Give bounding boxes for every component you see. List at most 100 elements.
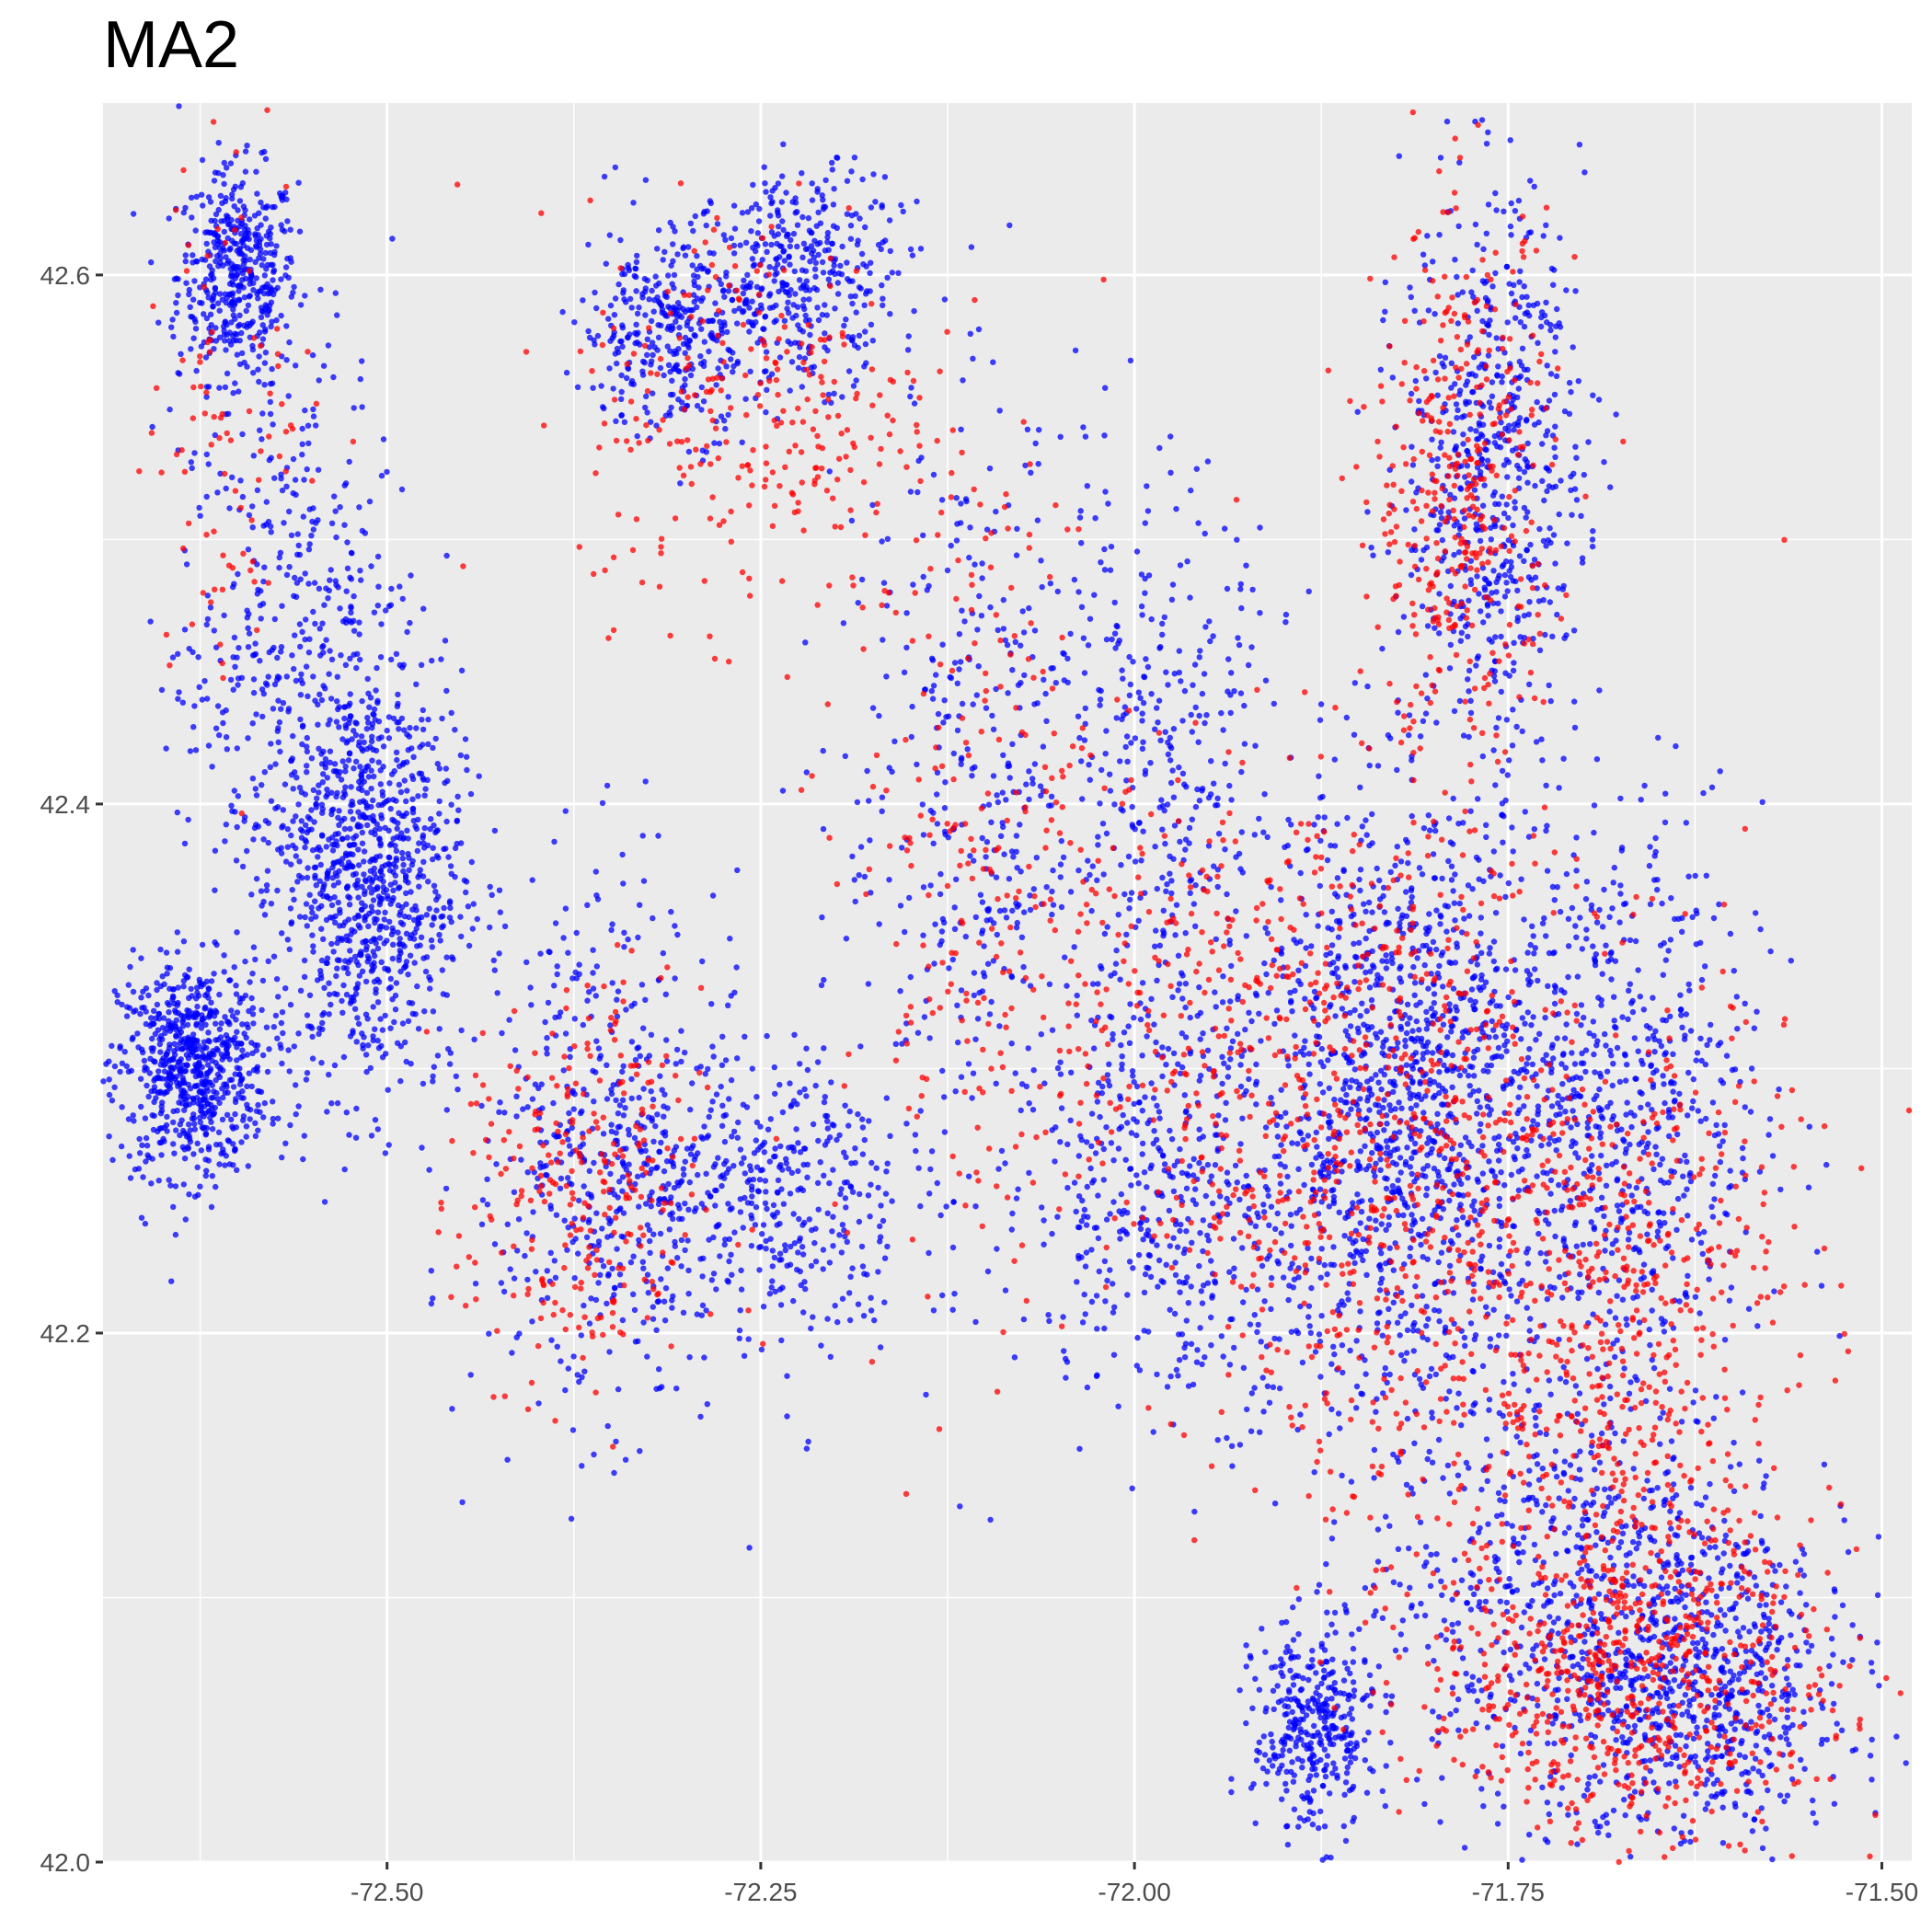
- data-point: [287, 226, 293, 233]
- data-point: [249, 342, 256, 350]
- data-point: [276, 554, 282, 561]
- data-point: [164, 1088, 170, 1096]
- data-point: [730, 202, 738, 209]
- data-point: [374, 553, 382, 560]
- data-point: [288, 861, 294, 868]
- data-point: [174, 949, 181, 955]
- data-point: [615, 1386, 622, 1393]
- data-point: [927, 1166, 934, 1173]
- data-point: [324, 873, 330, 880]
- data-point: [177, 1082, 183, 1088]
- data-point: [222, 318, 229, 325]
- data-point: [369, 733, 375, 740]
- data-point: [258, 305, 265, 311]
- data-point: [167, 1182, 174, 1189]
- data-point: [780, 248, 787, 255]
- data-point: [351, 1006, 359, 1012]
- data-point: [304, 1070, 311, 1076]
- data-point: [199, 300, 205, 306]
- data-point: [970, 701, 976, 707]
- data-point: [226, 221, 233, 227]
- data-point: [338, 652, 344, 659]
- data-point: [566, 1143, 573, 1149]
- data-point: [189, 214, 195, 221]
- data-point: [235, 323, 242, 329]
- data-point: [155, 1089, 161, 1096]
- data-point: [570, 1106, 577, 1112]
- data-point: [326, 671, 332, 677]
- data-point: [822, 302, 828, 308]
- data-point: [432, 829, 439, 836]
- data-point: [296, 914, 304, 920]
- data-point: [630, 200, 637, 206]
- data-point: [356, 972, 362, 979]
- data-point: [544, 1034, 550, 1041]
- data-point: [358, 906, 365, 914]
- data-point: [734, 358, 742, 365]
- data-point: [410, 916, 418, 924]
- data-point: [293, 362, 299, 369]
- data-point: [661, 1298, 668, 1305]
- data-point: [867, 837, 873, 844]
- data-point: [259, 713, 266, 720]
- data-point: [618, 338, 625, 345]
- data-point: [260, 690, 267, 697]
- data-point: [1074, 992, 1080, 999]
- data-point: [160, 1015, 167, 1021]
- data-point: [1013, 1195, 1020, 1202]
- data-point: [401, 777, 408, 784]
- data-point: [190, 335, 197, 341]
- data-point: [720, 287, 727, 293]
- data-point: [583, 1234, 591, 1241]
- data-point: [1003, 914, 1010, 921]
- data-point: [354, 1015, 361, 1021]
- data-point: [249, 1005, 257, 1011]
- data-point: [774, 1209, 781, 1216]
- data-point: [756, 1177, 764, 1183]
- data-point: [761, 326, 767, 332]
- data-point: [385, 895, 391, 902]
- data-point: [815, 209, 822, 216]
- data-point: [275, 994, 282, 1000]
- data-point: [1376, 877, 1383, 884]
- data-point: [569, 1124, 575, 1132]
- data-point: [397, 909, 404, 915]
- data-point: [420, 726, 427, 733]
- data-point: [790, 1297, 797, 1305]
- data-point: [416, 883, 422, 890]
- data-point: [825, 276, 832, 282]
- data-point: [204, 696, 211, 702]
- data-point: [180, 978, 187, 984]
- data-point: [370, 812, 376, 820]
- data-point: [364, 953, 372, 960]
- data-point: [1077, 508, 1084, 514]
- data-point: [642, 177, 650, 183]
- data-point: [1042, 690, 1049, 697]
- data-point: [231, 964, 237, 971]
- data-point: [762, 313, 769, 320]
- data-point: [224, 1111, 231, 1119]
- data-point: [442, 638, 449, 644]
- data-point: [458, 667, 466, 673]
- data-point: [299, 441, 305, 447]
- data-point: [202, 276, 210, 282]
- data-point: [258, 314, 265, 320]
- data-point: [390, 835, 397, 842]
- data-point: [342, 661, 350, 668]
- data-point: [1512, 967, 1519, 973]
- data-point: [239, 179, 246, 187]
- data-point: [1486, 1158, 1492, 1165]
- data-point: [310, 406, 316, 413]
- data-point: [887, 311, 893, 317]
- data-point: [252, 1120, 259, 1127]
- data-point: [380, 743, 387, 750]
- data-point: [204, 1070, 212, 1076]
- data-point: [513, 1113, 520, 1120]
- data-point: [929, 696, 937, 702]
- data-point: [255, 1101, 261, 1109]
- data-point: [413, 725, 420, 731]
- data-point: [703, 222, 709, 229]
- data-point: [195, 1042, 202, 1049]
- data-point: [1274, 1133, 1282, 1140]
- data-point: [796, 1237, 803, 1244]
